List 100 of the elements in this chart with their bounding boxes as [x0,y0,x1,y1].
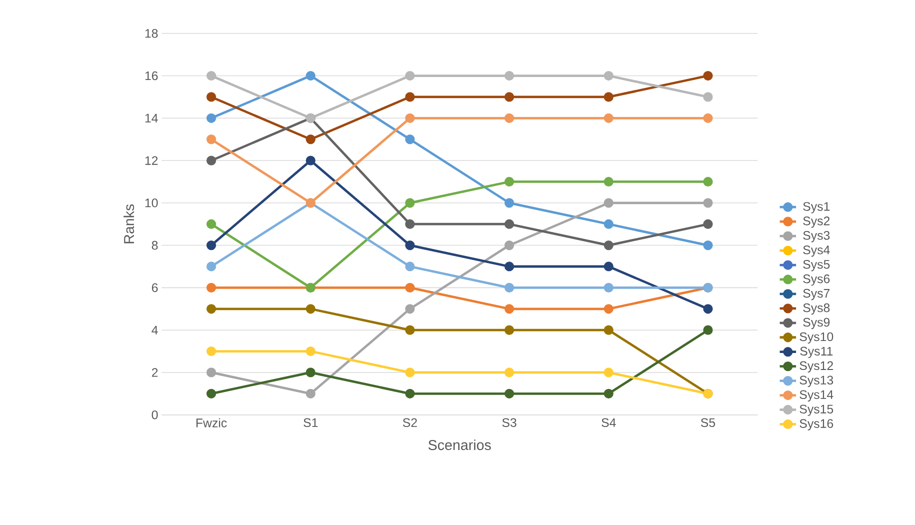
point [504,368,514,378]
point [604,304,614,314]
x-tick-label: S2 [402,418,417,428]
point [206,156,216,166]
point [604,368,614,378]
point [206,368,216,378]
point [604,71,614,81]
x-axis-title: Scenarios [428,440,491,450]
point [206,220,216,230]
legend-label: Sys7 [803,289,830,300]
point [604,198,614,208]
y-axis-title: Ranks [124,204,134,244]
y-tick-label: 2 [152,368,158,378]
point [703,325,713,336]
point [206,262,216,272]
legend-label: Sys15 [800,404,834,416]
point [405,134,415,144]
y-tick-label: 12 [145,156,158,166]
point [405,262,415,272]
x-tick-label: Fwzic [196,418,227,428]
point [206,304,216,314]
legend-label: Sys1 [803,202,830,214]
point [703,198,713,208]
x-tick-label: S5 [700,418,716,428]
point [504,389,514,399]
point [405,92,415,102]
point [504,283,514,293]
point [604,325,614,336]
point [405,368,415,378]
point [703,177,713,187]
legend-label: Sys13 [800,376,834,388]
point [504,262,514,272]
legend-label: Sys9 [803,318,830,330]
point [604,92,614,102]
point [703,240,713,250]
legend-label: Sys3 [803,231,830,242]
point [405,325,415,336]
point [306,134,316,144]
point [504,325,514,336]
x-tick-label: S1 [304,418,318,428]
point [604,283,614,293]
y-tick-label: 6 [152,284,158,292]
point [504,220,514,230]
y-tick-label: 16 [145,72,158,80]
legend-label: Sys14 [800,390,834,402]
legend-label: Sys8 [803,304,830,315]
point [504,71,514,81]
point [405,389,415,399]
y-tick-label: 18 [145,29,158,38]
y-tick-label: 4 [152,326,158,335]
x-tick-label: S4 [602,418,616,428]
legend-label: Sys5 [803,260,830,272]
point [405,71,415,81]
point [604,220,614,230]
x-tick-label: S3 [502,418,516,428]
point [306,346,316,356]
point [604,389,614,399]
point [405,304,415,314]
point [405,198,415,208]
point [405,114,415,124]
y-tick-label: 0 [152,410,158,420]
y-tick-label: 10 [145,198,158,208]
point [306,389,316,399]
point [504,240,514,250]
point [206,92,216,102]
point [206,134,216,144]
point [504,304,514,314]
point [206,71,216,81]
point [405,220,415,230]
point [306,368,316,378]
point [703,71,713,81]
point [703,114,713,124]
point [604,240,614,250]
point [604,262,614,272]
point [504,114,514,124]
point [206,389,216,399]
point [405,240,415,250]
y-tick-label: 8 [152,241,158,250]
point [206,114,216,124]
legend-label: Sys16 [800,419,834,431]
point [504,198,514,208]
legend-label: Sys6 [803,274,830,286]
legend-label: Sys10 [800,332,834,344]
legend-label: Sys4 [803,246,830,257]
point [206,240,216,250]
point [604,114,614,124]
legend-label: Sys2 [803,216,830,228]
point [604,177,614,187]
point [405,283,415,293]
legend-label: Sys11 [800,347,833,358]
point [306,156,316,166]
point [504,92,514,102]
point [306,71,316,81]
point [306,304,316,314]
legend-label: Sys12 [800,362,833,373]
point [206,283,216,293]
point [703,92,713,102]
point [703,220,713,230]
point [703,304,713,314]
y-tick-label: 14 [145,114,158,123]
